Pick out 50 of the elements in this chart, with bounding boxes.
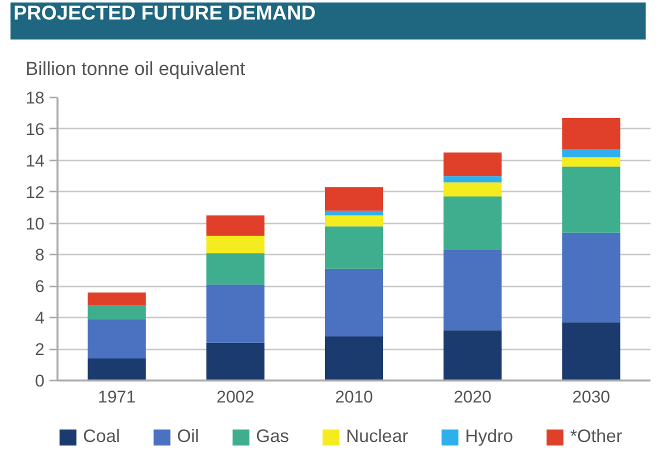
y-tick-label: 8: [35, 246, 45, 265]
bar: [206, 253, 264, 285]
bar: [88, 305, 146, 320]
bar: [324, 226, 384, 269]
bar: [206, 284, 264, 343]
bar: [88, 292, 146, 306]
bar: [88, 319, 146, 358]
bar: [562, 118, 620, 150]
y-tick-label: 18: [26, 88, 45, 108]
bar: [562, 157, 620, 167]
legend-label: Hydro: [465, 426, 514, 447]
legend-label: Coal: [83, 426, 120, 447]
bar: [324, 336, 384, 380]
x-tick-label: 2002: [216, 388, 254, 406]
bar: [88, 358, 146, 380]
bar: [444, 182, 502, 197]
legend-label: Oil: [177, 426, 200, 447]
y-tick-label: 6: [35, 277, 45, 296]
bar: [562, 322, 620, 380]
y-tick-label: 16: [26, 120, 45, 139]
y-tick-label: 14: [26, 151, 45, 170]
y-axis-title: Billion tonne oil equivalent: [26, 59, 246, 80]
y-tick-label: 10: [26, 214, 45, 234]
legend-label: Nuclear: [346, 426, 408, 447]
bar: [444, 196, 502, 250]
x-tick-label: 1971: [98, 388, 136, 406]
x-tick-label: 2010: [335, 388, 373, 406]
y-tick-label: 0: [35, 372, 45, 390]
bar: [444, 250, 502, 330]
chart-title: PROJECTED FUTURE DEMAND: [14, 2, 316, 24]
bar: [444, 152, 502, 176]
legend-label: Gas: [256, 426, 290, 447]
bar: [562, 232, 620, 322]
bar: [324, 215, 384, 226]
y-tick-label: 2: [35, 340, 45, 360]
bar: [324, 187, 384, 211]
bar: [444, 330, 502, 380]
bar: [206, 236, 264, 254]
x-tick-label: 2030: [572, 388, 610, 406]
bar: [324, 210, 384, 216]
x-tick-label: 2020: [454, 388, 492, 406]
bar: [562, 166, 620, 233]
bar: [324, 268, 384, 336]
bar: [206, 215, 264, 236]
bar: [444, 176, 502, 182]
y-tick-label: 12: [26, 182, 45, 202]
bar: [562, 149, 620, 158]
legend-label: *Other: [570, 426, 622, 447]
y-tick-label: 4: [35, 308, 45, 328]
bar: [206, 342, 264, 380]
